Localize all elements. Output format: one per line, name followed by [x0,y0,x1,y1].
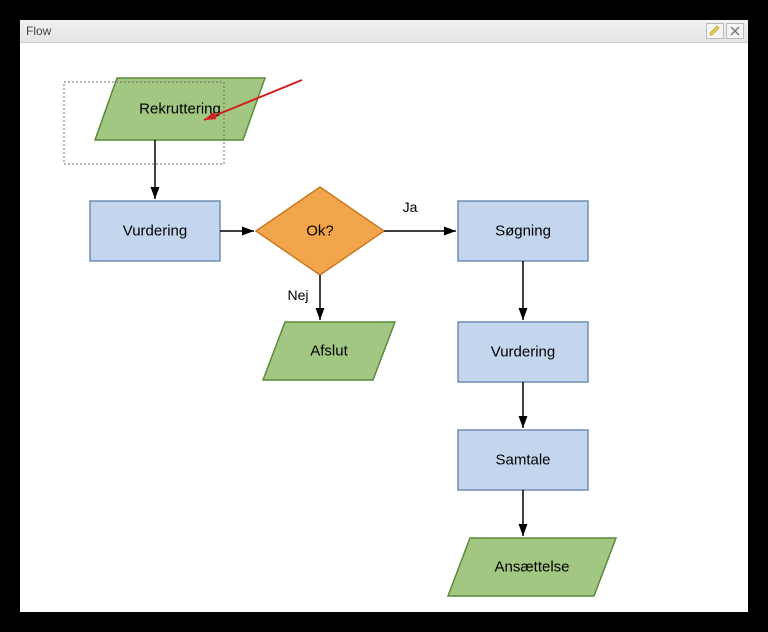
node-label-vur1: Vurdering [123,223,187,240]
titlebar-icons [706,23,744,39]
edge-label-3: Nej [287,287,308,303]
node-label-sog: Søgning [495,223,551,240]
window-title: Flow [24,24,706,38]
node-label-rek: Rekruttering [139,101,221,118]
edit-icon[interactable] [706,23,724,39]
node-label-vur2: Vurdering [491,344,555,361]
node-label-sam: Samtale [495,452,550,469]
edge-label-2: Ja [403,199,418,215]
titlebar: Flow [20,20,748,43]
flow-window: Flow Rekruttering Vurdering Ok? Afslut Søgni… [20,20,748,612]
close-icon[interactable] [726,23,744,39]
node-label-afs: Afslut [310,343,348,360]
node-label-ans: Ansættelse [494,559,569,576]
flow-canvas[interactable]: Rekruttering Vurdering Ok? Afslut Søgning Vur… [20,42,748,612]
node-label-ok: Ok? [306,223,334,240]
